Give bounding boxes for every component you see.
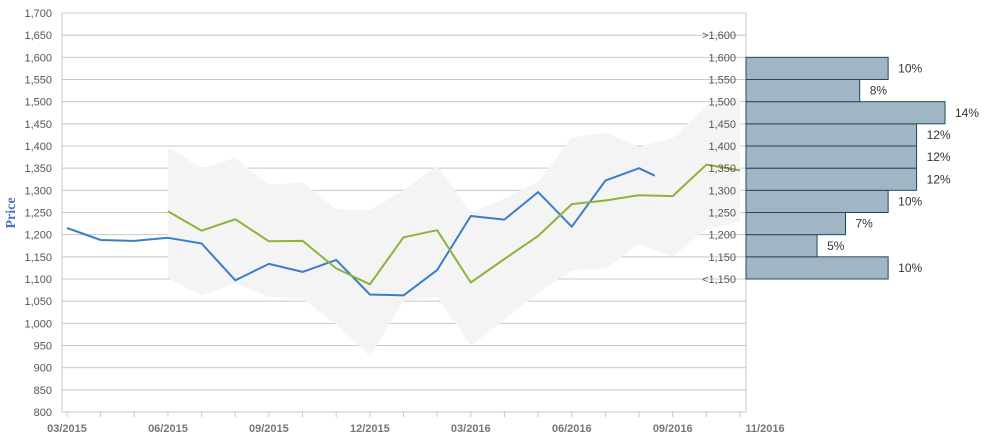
x-tick-label: 11/2016 [745, 423, 784, 435]
histogram-bar [745, 212, 846, 236]
histogram: 10% <1,150 5% 1,150 7% 1,200 10% 1,250 12% 1,300 1… [702, 30, 979, 286]
series-line-green [167, 163, 741, 286]
y-tick-label: 1,250 [24, 208, 52, 220]
y-tick-label: 850 [34, 385, 52, 397]
histogram-pct-label: 10% [898, 194, 922, 208]
y-tick-label: 1,600 [24, 52, 52, 64]
y-tick-label: 950 [34, 341, 52, 353]
histogram-pct-label: 10% [898, 61, 922, 75]
histogram-range-label: 1,200 [708, 230, 736, 242]
x-tick-label: 03/2016 [451, 423, 491, 435]
histogram-bar [745, 167, 918, 191]
histogram-bar [745, 79, 861, 103]
histogram-pct-label: 12% [927, 150, 951, 164]
y-tick-label: 1,050 [24, 296, 52, 308]
y-tick-label: 1,200 [24, 230, 52, 242]
y-tick-label: 1,650 [24, 30, 52, 42]
x-tick-label: 03/2015 [47, 423, 87, 435]
y-tick-label: 1,000 [24, 318, 52, 330]
histogram-pct-label: 14% [955, 106, 979, 120]
x-tick-label: 06/2015 [148, 423, 188, 435]
histogram-range-label: 1,300 [708, 185, 736, 197]
histogram-bar [745, 234, 818, 258]
histogram-range-label: >1,600 [702, 30, 736, 42]
y-tick-label: 1,500 [24, 97, 52, 109]
forecast-band [167, 97, 740, 357]
histogram-range-label: 1,350 [708, 163, 736, 175]
y-tick-label: 1,700 [24, 8, 52, 20]
histogram-bar [745, 123, 918, 147]
series-lines [66, 163, 741, 297]
x-tick-label: 12/2015 [350, 423, 390, 435]
histogram-bar [745, 256, 889, 280]
histogram-range-label: 1,600 [708, 52, 736, 64]
y-tick-label: 800 [34, 407, 52, 419]
histogram-bar [745, 145, 918, 169]
x-tick-label: 06/2016 [552, 423, 592, 435]
y-tick-label: 1,300 [24, 185, 52, 197]
histogram-pct-label: 10% [898, 261, 922, 275]
y-axis-ticks: 800 850 900 950 1,000 1,050 1,100 1,150 1,200 1,2… [24, 8, 52, 419]
histogram-pct-label: 7% [856, 217, 874, 231]
y-tick-label: 900 [34, 363, 52, 375]
x-axis-ticks: 03/2015 06/2015 09/2015 12/2015 03/2016 06/20… [47, 412, 785, 435]
histogram-range-label: 1,250 [708, 208, 736, 220]
y-tick-label: 1,150 [24, 252, 52, 264]
x-tick-label: 09/2015 [249, 423, 289, 435]
histogram-pct-label: 12% [927, 172, 951, 186]
y-tick-label: 1,550 [24, 75, 52, 87]
histogram-pct-label: 12% [927, 128, 951, 142]
histogram-range-label: 1,450 [708, 119, 736, 131]
histogram-bar [745, 101, 946, 125]
y-tick-label: 1,350 [24, 163, 52, 175]
histogram-range-label: 1,150 [708, 252, 736, 264]
histogram-pct-label: 8% [870, 84, 888, 98]
histogram-pct-label: 5% [827, 239, 845, 253]
y-tick-label: 1,450 [24, 119, 52, 131]
y-tick-label: 1,400 [24, 141, 52, 153]
histogram-range-label: 1,550 [708, 75, 736, 87]
y-axis-label: Price [4, 197, 19, 228]
forecast-range-band [167, 97, 740, 357]
histogram-range-label: <1,150 [702, 274, 736, 286]
x-tick-label: 09/2016 [653, 423, 693, 435]
y-tick-label: 1,100 [24, 274, 52, 286]
histogram-bar [745, 189, 889, 213]
histogram-bar [745, 56, 889, 80]
series-line-blue [66, 167, 656, 297]
histogram-range-label: 1,400 [708, 141, 736, 153]
histogram-range-label: 1,500 [708, 97, 736, 109]
